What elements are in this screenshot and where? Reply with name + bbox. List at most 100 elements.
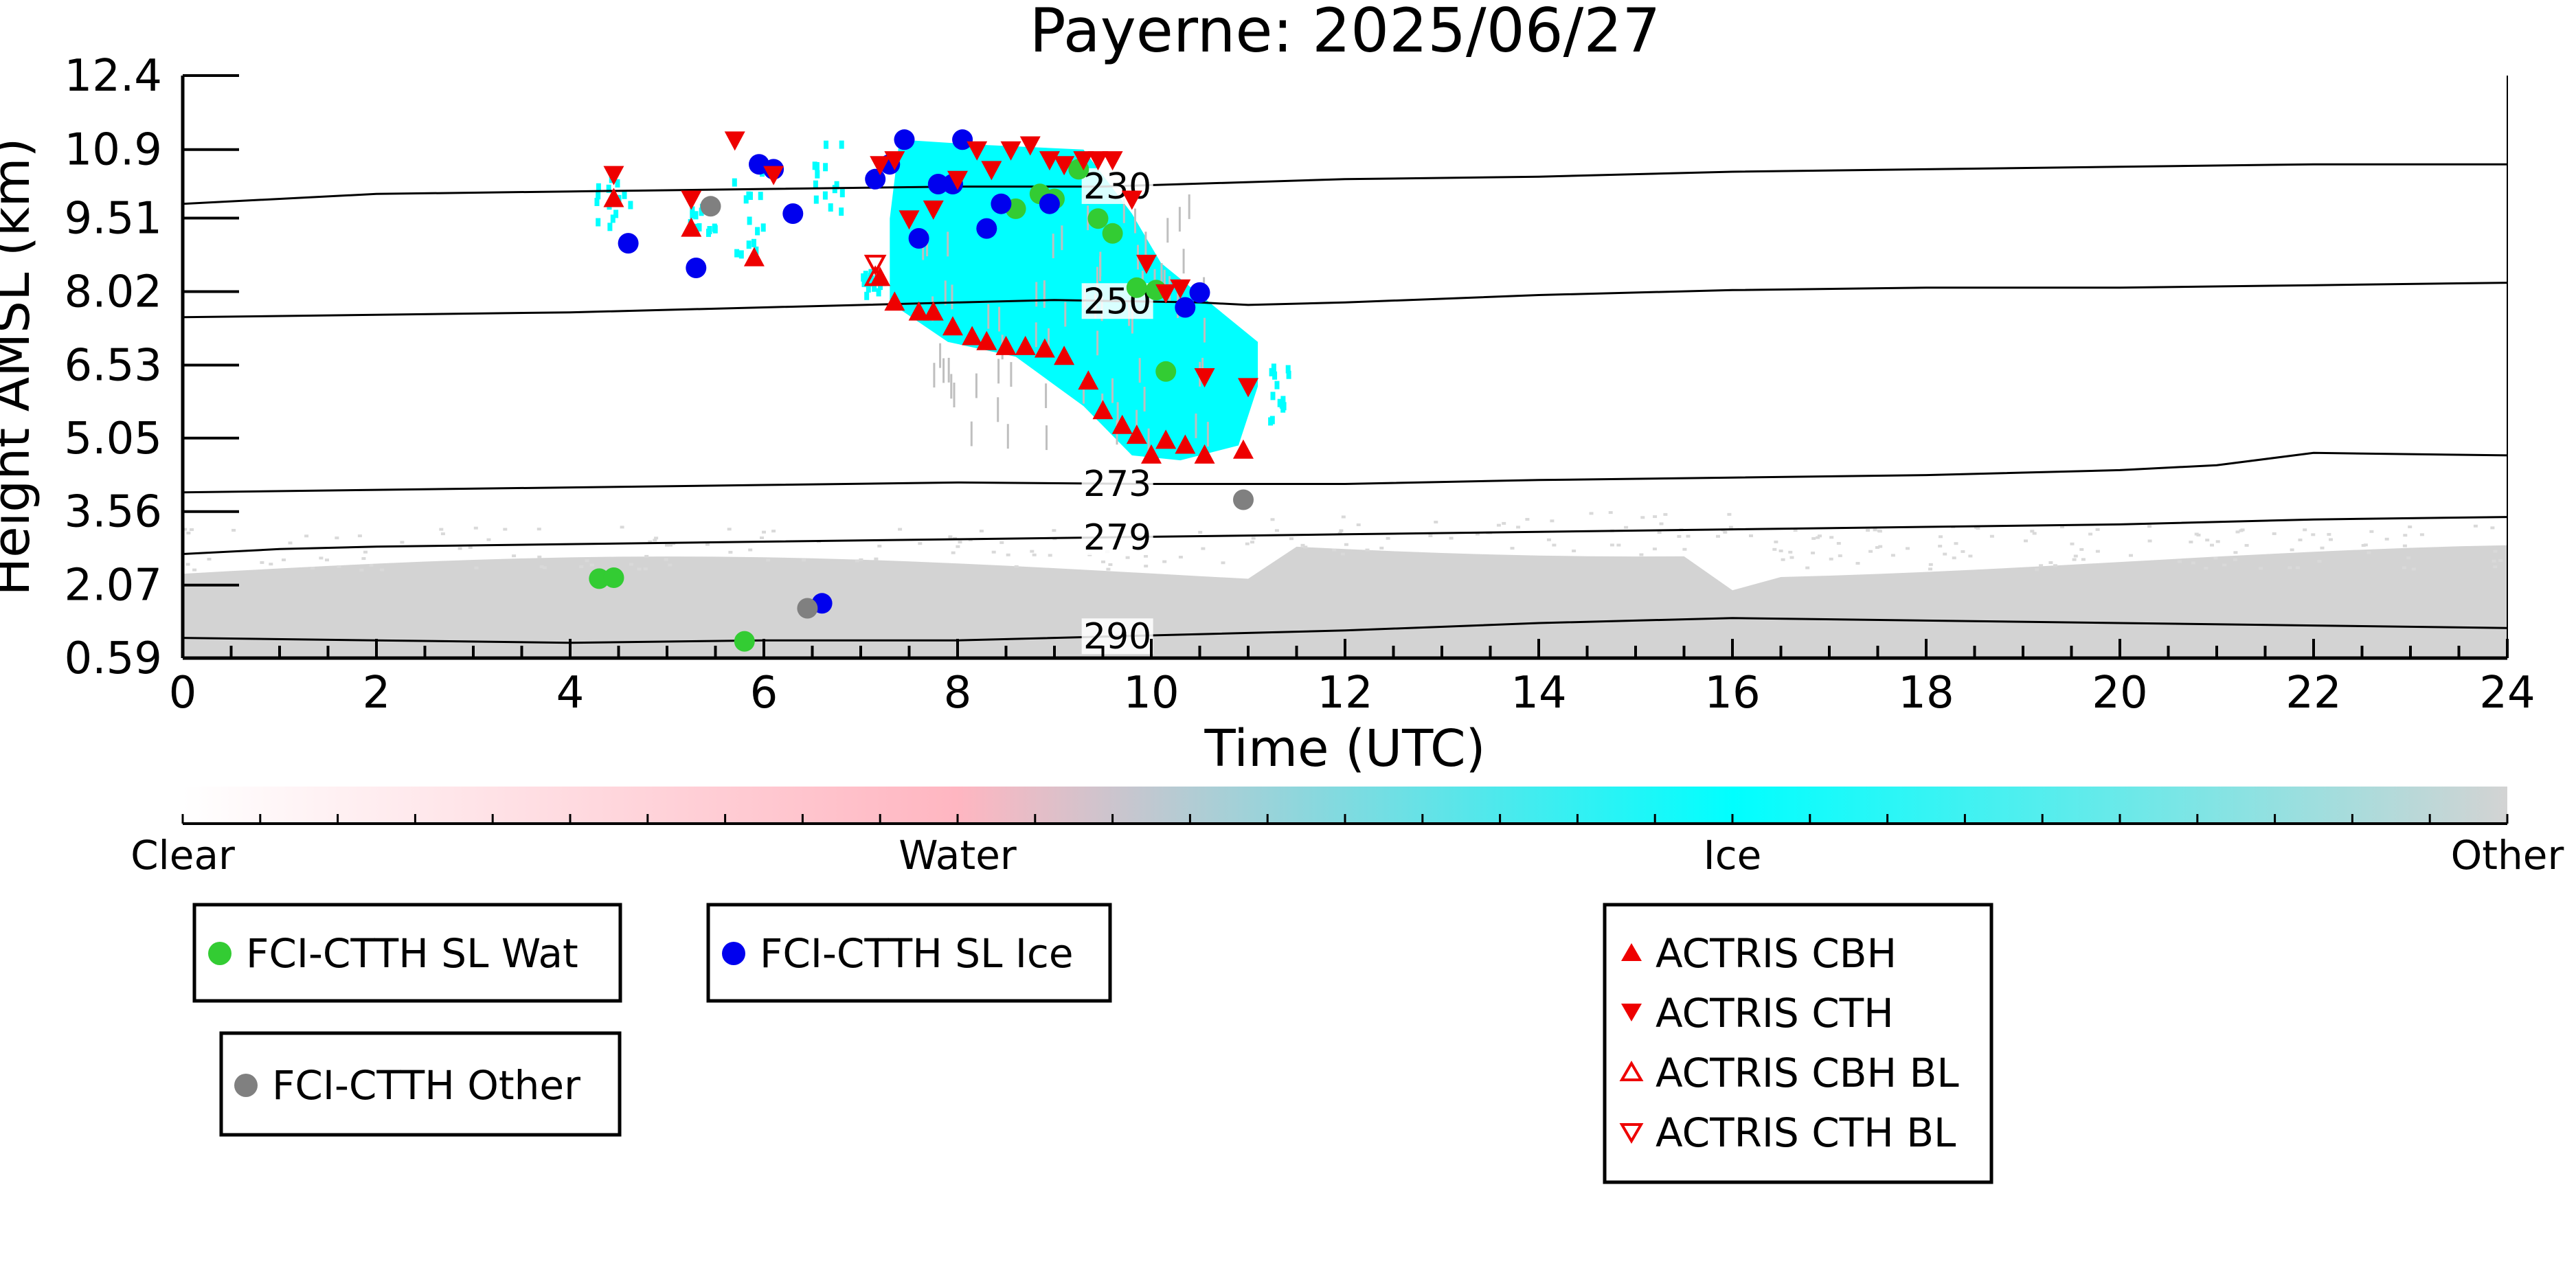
cloud-mask	[183, 139, 2507, 658]
data-point	[1155, 284, 1177, 304]
x-tick-label: 24	[2479, 668, 2535, 719]
data-point	[700, 196, 721, 217]
data-point	[724, 131, 745, 151]
data-point	[923, 200, 944, 220]
data-point	[1039, 151, 1060, 171]
data-point	[1019, 136, 1041, 156]
x-tick-label: 4	[556, 668, 585, 719]
y-tick-label: 9.51	[65, 194, 163, 245]
data-point	[1126, 277, 1147, 298]
data-point	[976, 330, 997, 350]
data-point	[1087, 208, 1109, 229]
contour-label: 273	[1083, 464, 1151, 505]
data-point	[1054, 156, 1075, 176]
data-point	[1126, 425, 1147, 444]
legend-marker-cth-bl	[1619, 1123, 1644, 1144]
data-point	[1238, 378, 1258, 398]
y-tick-label: 6.53	[65, 340, 163, 391]
legend-label-cth: ACTRIS CTH	[1656, 990, 1894, 1037]
contour-label: 290	[1083, 616, 1151, 657]
y-tick-label: 8.02	[65, 267, 163, 317]
contours	[183, 163, 2507, 644]
y-tick-label: 3.56	[65, 487, 163, 538]
data-point	[1092, 400, 1114, 420]
data-point	[942, 316, 963, 336]
data-point	[863, 254, 887, 276]
data-point	[618, 233, 639, 254]
data-point	[743, 247, 765, 267]
data-point	[734, 631, 755, 652]
y-tick-label: 5.05	[65, 414, 163, 464]
x-ticks: 0 2 4 6 8 10 12 14 16 18 20 22 24	[169, 639, 2535, 719]
x-tick-label: 14	[1511, 668, 1566, 719]
legend-marker-cbh-bl	[1619, 1061, 1644, 1081]
y-tick-label: 12.4	[65, 51, 163, 102]
y-tick-label: 0.59	[65, 633, 163, 684]
data-point	[884, 151, 905, 171]
data-point	[870, 156, 891, 176]
colorbar-label: Water	[899, 832, 1017, 879]
legend-label-cth-bl: ACTRIS CTH BL	[1656, 1109, 1956, 1156]
data-point	[1102, 223, 1123, 244]
legend-label-other: FCI-CTTH Other	[272, 1062, 580, 1109]
data-point	[603, 188, 624, 207]
data-point	[797, 598, 818, 619]
data-point	[865, 168, 886, 190]
data-point	[995, 335, 1017, 355]
y-tick-label: 10.9	[65, 125, 163, 176]
contour-line	[183, 516, 2507, 555]
data-point	[976, 218, 997, 239]
x-tick-label: 10	[1123, 668, 1179, 719]
data-point	[1194, 444, 1215, 464]
legend-label-cbh-bl: ACTRIS CBH BL	[1656, 1050, 1959, 1096]
data-point	[952, 129, 973, 150]
data-point	[681, 190, 702, 210]
data-point	[1175, 434, 1196, 454]
data-point	[927, 174, 949, 194]
data-point	[947, 170, 968, 190]
data-point	[1194, 368, 1215, 388]
data-point	[1015, 335, 1036, 355]
data-point	[1102, 151, 1123, 171]
data-point	[1039, 193, 1060, 214]
data-point	[1073, 151, 1094, 171]
colorbar-label: Ice	[1704, 832, 1762, 879]
data-point	[863, 265, 887, 286]
data-point	[1233, 489, 1254, 510]
data-point	[681, 217, 702, 237]
data-point	[1155, 361, 1177, 382]
x-tick-label: 20	[2092, 668, 2147, 719]
data-point	[923, 301, 944, 321]
legend-box-ice: FCI-CTTH SL Ice	[706, 903, 1112, 1003]
data-point	[967, 141, 988, 161]
data-point	[1054, 346, 1075, 365]
contour-label: 279	[1083, 517, 1151, 558]
data-point	[991, 193, 1012, 214]
boundary-layer-other	[183, 511, 2507, 658]
x-tick-label: 22	[2285, 668, 2341, 719]
y-tick-label: 2.07	[65, 561, 163, 611]
data-point	[908, 301, 929, 321]
data-markers	[589, 129, 1258, 652]
legend-label-ice: FCI-CTTH SL Ice	[760, 930, 1074, 977]
data-point	[884, 291, 905, 311]
y-axis-label: Height AMSL (km)	[0, 137, 41, 596]
contour-line	[183, 451, 2507, 494]
contour-label: 230	[1083, 166, 1151, 207]
data-point	[1189, 282, 1210, 303]
x-axis-label: Time (UTC)	[1204, 719, 1485, 778]
data-point	[1136, 254, 1157, 274]
data-point	[1121, 190, 1142, 210]
data-point	[1111, 414, 1133, 434]
data-point	[1078, 370, 1099, 390]
data-point	[981, 161, 1002, 181]
x-tick-label: 0	[169, 668, 197, 719]
y-ticks: 0.59 2.07 3.56 5.05 6.53 8.02 9.51 10.9 12.4	[65, 51, 239, 684]
legend-label-water: FCI-CTTH SL Wat	[246, 930, 578, 977]
legend-marker-cth	[1621, 1004, 1642, 1021]
x-tick-label: 6	[750, 668, 778, 719]
contour-line	[183, 282, 2507, 319]
data-point	[899, 210, 920, 230]
data-point	[763, 166, 784, 185]
legend-marker-water	[208, 942, 231, 965]
